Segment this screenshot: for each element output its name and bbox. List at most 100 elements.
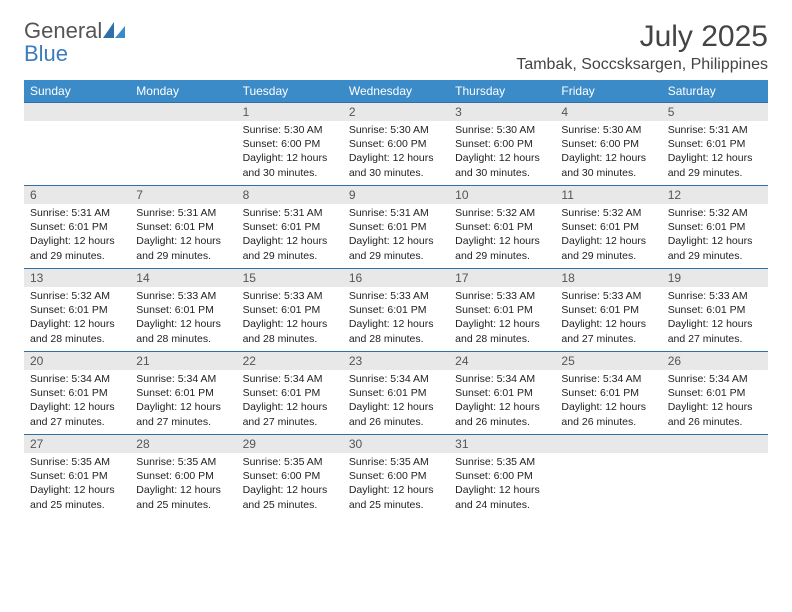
day-cell: 30Sunrise: 5:35 AMSunset: 6:00 PMDayligh…: [343, 435, 449, 517]
day-cell: 25Sunrise: 5:34 AMSunset: 6:01 PMDayligh…: [555, 352, 661, 434]
day-cell: 1Sunrise: 5:30 AMSunset: 6:00 PMDaylight…: [237, 103, 343, 185]
day-cell: 3Sunrise: 5:30 AMSunset: 6:00 PMDaylight…: [449, 103, 555, 185]
day-cell: 26Sunrise: 5:34 AMSunset: 6:01 PMDayligh…: [662, 352, 768, 434]
week-row: 13Sunrise: 5:32 AMSunset: 6:01 PMDayligh…: [24, 268, 768, 351]
day-number: 5: [662, 103, 768, 121]
day-details: Sunrise: 5:31 AMSunset: 6:01 PMDaylight:…: [237, 204, 343, 267]
day-details: Sunrise: 5:31 AMSunset: 6:01 PMDaylight:…: [24, 204, 130, 267]
day-cell: 6Sunrise: 5:31 AMSunset: 6:01 PMDaylight…: [24, 186, 130, 268]
day-cell: 2Sunrise: 5:30 AMSunset: 6:00 PMDaylight…: [343, 103, 449, 185]
day-details: Sunrise: 5:35 AMSunset: 6:01 PMDaylight:…: [24, 453, 130, 516]
day-cell: 15Sunrise: 5:33 AMSunset: 6:01 PMDayligh…: [237, 269, 343, 351]
logo-text-blue: Blue: [24, 41, 68, 66]
weekday-header: Thursday: [449, 80, 555, 102]
day-cell: 14Sunrise: 5:33 AMSunset: 6:01 PMDayligh…: [130, 269, 236, 351]
day-number: 27: [24, 435, 130, 453]
day-details: Sunrise: 5:30 AMSunset: 6:00 PMDaylight:…: [555, 121, 661, 184]
day-details: Sunrise: 5:33 AMSunset: 6:01 PMDaylight:…: [662, 287, 768, 350]
day-cell: 7Sunrise: 5:31 AMSunset: 6:01 PMDaylight…: [130, 186, 236, 268]
day-cell: 27Sunrise: 5:35 AMSunset: 6:01 PMDayligh…: [24, 435, 130, 517]
day-cell: 18Sunrise: 5:33 AMSunset: 6:01 PMDayligh…: [555, 269, 661, 351]
day-cell: 31Sunrise: 5:35 AMSunset: 6:00 PMDayligh…: [449, 435, 555, 517]
day-cell: 10Sunrise: 5:32 AMSunset: 6:01 PMDayligh…: [449, 186, 555, 268]
day-cell: 28Sunrise: 5:35 AMSunset: 6:00 PMDayligh…: [130, 435, 236, 517]
day-details: Sunrise: 5:33 AMSunset: 6:01 PMDaylight:…: [555, 287, 661, 350]
day-cell: 5Sunrise: 5:31 AMSunset: 6:01 PMDaylight…: [662, 103, 768, 185]
day-number: 25: [555, 352, 661, 370]
day-details: Sunrise: 5:32 AMSunset: 6:01 PMDaylight:…: [662, 204, 768, 267]
day-details: Sunrise: 5:33 AMSunset: 6:01 PMDaylight:…: [130, 287, 236, 350]
day-number: 13: [24, 269, 130, 287]
day-details: Sunrise: 5:30 AMSunset: 6:00 PMDaylight:…: [343, 121, 449, 184]
day-details: Sunrise: 5:31 AMSunset: 6:01 PMDaylight:…: [343, 204, 449, 267]
day-details: Sunrise: 5:34 AMSunset: 6:01 PMDaylight:…: [237, 370, 343, 433]
day-details: Sunrise: 5:30 AMSunset: 6:00 PMDaylight:…: [237, 121, 343, 184]
day-number: 20: [24, 352, 130, 370]
calendar: SundayMondayTuesdayWednesdayThursdayFrid…: [24, 80, 768, 517]
day-cell: 21Sunrise: 5:34 AMSunset: 6:01 PMDayligh…: [130, 352, 236, 434]
week-row: 6Sunrise: 5:31 AMSunset: 6:01 PMDaylight…: [24, 185, 768, 268]
title-block: July 2025 Tambak, Soccsksargen, Philippi…: [516, 20, 768, 74]
day-number: 28: [130, 435, 236, 453]
weekday-header: Friday: [555, 80, 661, 102]
logo-sail-icon: [103, 22, 125, 43]
weekday-header: Saturday: [662, 80, 768, 102]
day-number: 30: [343, 435, 449, 453]
week-row: 1Sunrise: 5:30 AMSunset: 6:00 PMDaylight…: [24, 102, 768, 185]
day-details: Sunrise: 5:34 AMSunset: 6:01 PMDaylight:…: [343, 370, 449, 433]
day-details: Sunrise: 5:35 AMSunset: 6:00 PMDaylight:…: [130, 453, 236, 516]
day-cell: [662, 435, 768, 517]
day-number: 23: [343, 352, 449, 370]
day-details: Sunrise: 5:35 AMSunset: 6:00 PMDaylight:…: [343, 453, 449, 516]
day-number: 11: [555, 186, 661, 204]
day-details: Sunrise: 5:35 AMSunset: 6:00 PMDaylight:…: [449, 453, 555, 516]
weeks-container: 1Sunrise: 5:30 AMSunset: 6:00 PMDaylight…: [24, 102, 768, 517]
day-number: 8: [237, 186, 343, 204]
day-number: 19: [662, 269, 768, 287]
day-number: 2: [343, 103, 449, 121]
day-number: 21: [130, 352, 236, 370]
month-title: July 2025: [516, 20, 768, 54]
day-cell: 9Sunrise: 5:31 AMSunset: 6:01 PMDaylight…: [343, 186, 449, 268]
day-cell: 13Sunrise: 5:32 AMSunset: 6:01 PMDayligh…: [24, 269, 130, 351]
weekday-header: Wednesday: [343, 80, 449, 102]
day-cell: 23Sunrise: 5:34 AMSunset: 6:01 PMDayligh…: [343, 352, 449, 434]
day-number: 12: [662, 186, 768, 204]
week-row: 20Sunrise: 5:34 AMSunset: 6:01 PMDayligh…: [24, 351, 768, 434]
day-details: Sunrise: 5:34 AMSunset: 6:01 PMDaylight:…: [662, 370, 768, 433]
day-number: 18: [555, 269, 661, 287]
day-cell: 20Sunrise: 5:34 AMSunset: 6:01 PMDayligh…: [24, 352, 130, 434]
day-cell: 8Sunrise: 5:31 AMSunset: 6:01 PMDaylight…: [237, 186, 343, 268]
logo-text-general: General: [24, 18, 102, 43]
day-number: 31: [449, 435, 555, 453]
day-cell: 19Sunrise: 5:33 AMSunset: 6:01 PMDayligh…: [662, 269, 768, 351]
day-number: 26: [662, 352, 768, 370]
logo: General Blue: [24, 20, 125, 66]
day-details: Sunrise: 5:32 AMSunset: 6:01 PMDaylight:…: [24, 287, 130, 350]
weekday-header: Sunday: [24, 80, 130, 102]
day-details: Sunrise: 5:32 AMSunset: 6:01 PMDaylight:…: [555, 204, 661, 267]
location: Tambak, Soccsksargen, Philippines: [516, 56, 768, 74]
day-details: Sunrise: 5:30 AMSunset: 6:00 PMDaylight:…: [449, 121, 555, 184]
day-cell: [555, 435, 661, 517]
day-details: Sunrise: 5:34 AMSunset: 6:01 PMDaylight:…: [24, 370, 130, 433]
day-details: Sunrise: 5:34 AMSunset: 6:01 PMDaylight:…: [555, 370, 661, 433]
day-number: 16: [343, 269, 449, 287]
day-cell: 17Sunrise: 5:33 AMSunset: 6:01 PMDayligh…: [449, 269, 555, 351]
day-cell: 4Sunrise: 5:30 AMSunset: 6:00 PMDaylight…: [555, 103, 661, 185]
day-number: 6: [24, 186, 130, 204]
week-row: 27Sunrise: 5:35 AMSunset: 6:01 PMDayligh…: [24, 434, 768, 517]
day-number: 9: [343, 186, 449, 204]
day-details: Sunrise: 5:35 AMSunset: 6:00 PMDaylight:…: [237, 453, 343, 516]
day-details: Sunrise: 5:32 AMSunset: 6:01 PMDaylight:…: [449, 204, 555, 267]
day-number: 29: [237, 435, 343, 453]
day-cell: [130, 103, 236, 185]
day-number: 24: [449, 352, 555, 370]
day-cell: 29Sunrise: 5:35 AMSunset: 6:00 PMDayligh…: [237, 435, 343, 517]
day-number: 17: [449, 269, 555, 287]
weekday-header: Tuesday: [237, 80, 343, 102]
day-number: 3: [449, 103, 555, 121]
day-details: Sunrise: 5:31 AMSunset: 6:01 PMDaylight:…: [130, 204, 236, 267]
day-details: Sunrise: 5:33 AMSunset: 6:01 PMDaylight:…: [449, 287, 555, 350]
day-number: 10: [449, 186, 555, 204]
